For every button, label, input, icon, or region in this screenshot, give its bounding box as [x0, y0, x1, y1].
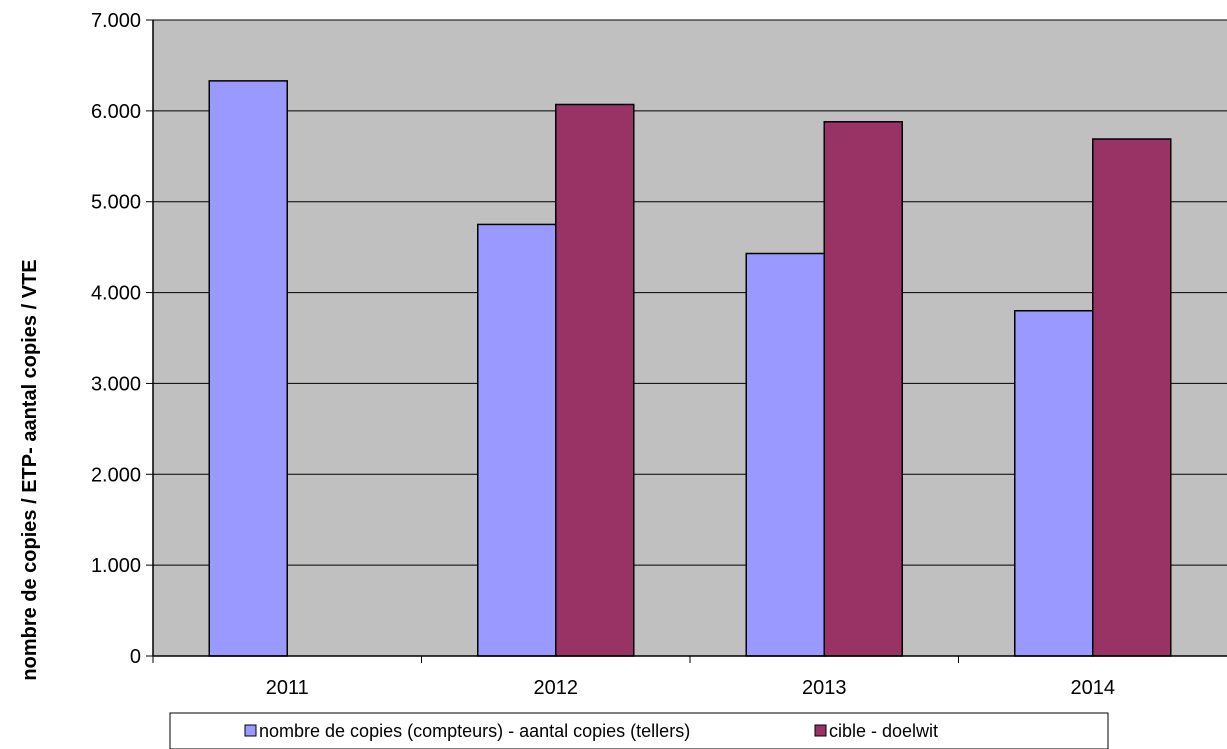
y-tick-label-2: 2.000 — [91, 464, 141, 486]
x-tick-label-2014: 2014 — [1071, 677, 1116, 699]
y-tick-label-7: 7.000 — [91, 10, 141, 32]
bar-copies-2011 — [208, 80, 288, 657]
bar-cible-2014 — [1092, 138, 1172, 657]
legend-label-copies: nombre de copies (compteurs) - aantal co… — [259, 721, 690, 741]
y-axis-label: nombre de copies / ETP- aantal copies / … — [19, 259, 41, 680]
x-tick-labels: 2011 2012 2013 2014 — [266, 677, 1115, 699]
bar-copies-2012 — [477, 223, 557, 657]
y-tick-label-1: 1.000 — [91, 555, 141, 577]
axes — [146, 19, 1227, 663]
gridlines — [153, 19, 1227, 566]
x-tick-label-2013: 2013 — [802, 677, 847, 699]
legend: nombre de copies (compteurs) - aantal co… — [169, 712, 1109, 749]
y-tick-label-3: 3.000 — [91, 373, 141, 395]
legend-swatch-cible — [814, 724, 827, 737]
bar-copies-2013 — [745, 252, 825, 657]
y-tick-label-6: 6.000 — [91, 101, 141, 123]
y-tick-labels: 0 1.000 2.000 3.000 4.000 5.000 6.000 7.000 — [91, 10, 141, 668]
bar-cible-2013 — [823, 121, 903, 657]
y-tick-label-5: 5.000 — [91, 192, 141, 214]
x-tick-label-2012: 2012 — [534, 677, 579, 699]
y-tick-label-0: 0 — [130, 646, 141, 668]
bar-cible-2012 — [555, 103, 635, 657]
legend-box — [169, 712, 1109, 749]
legend-label-cible: cible - doelwit — [829, 721, 938, 741]
bar-copies-2014 — [1014, 309, 1094, 657]
x-tick-label-2011: 2011 — [266, 677, 309, 699]
legend-swatch-copies — [244, 724, 257, 737]
y-tick-label-4: 4.000 — [91, 283, 141, 305]
